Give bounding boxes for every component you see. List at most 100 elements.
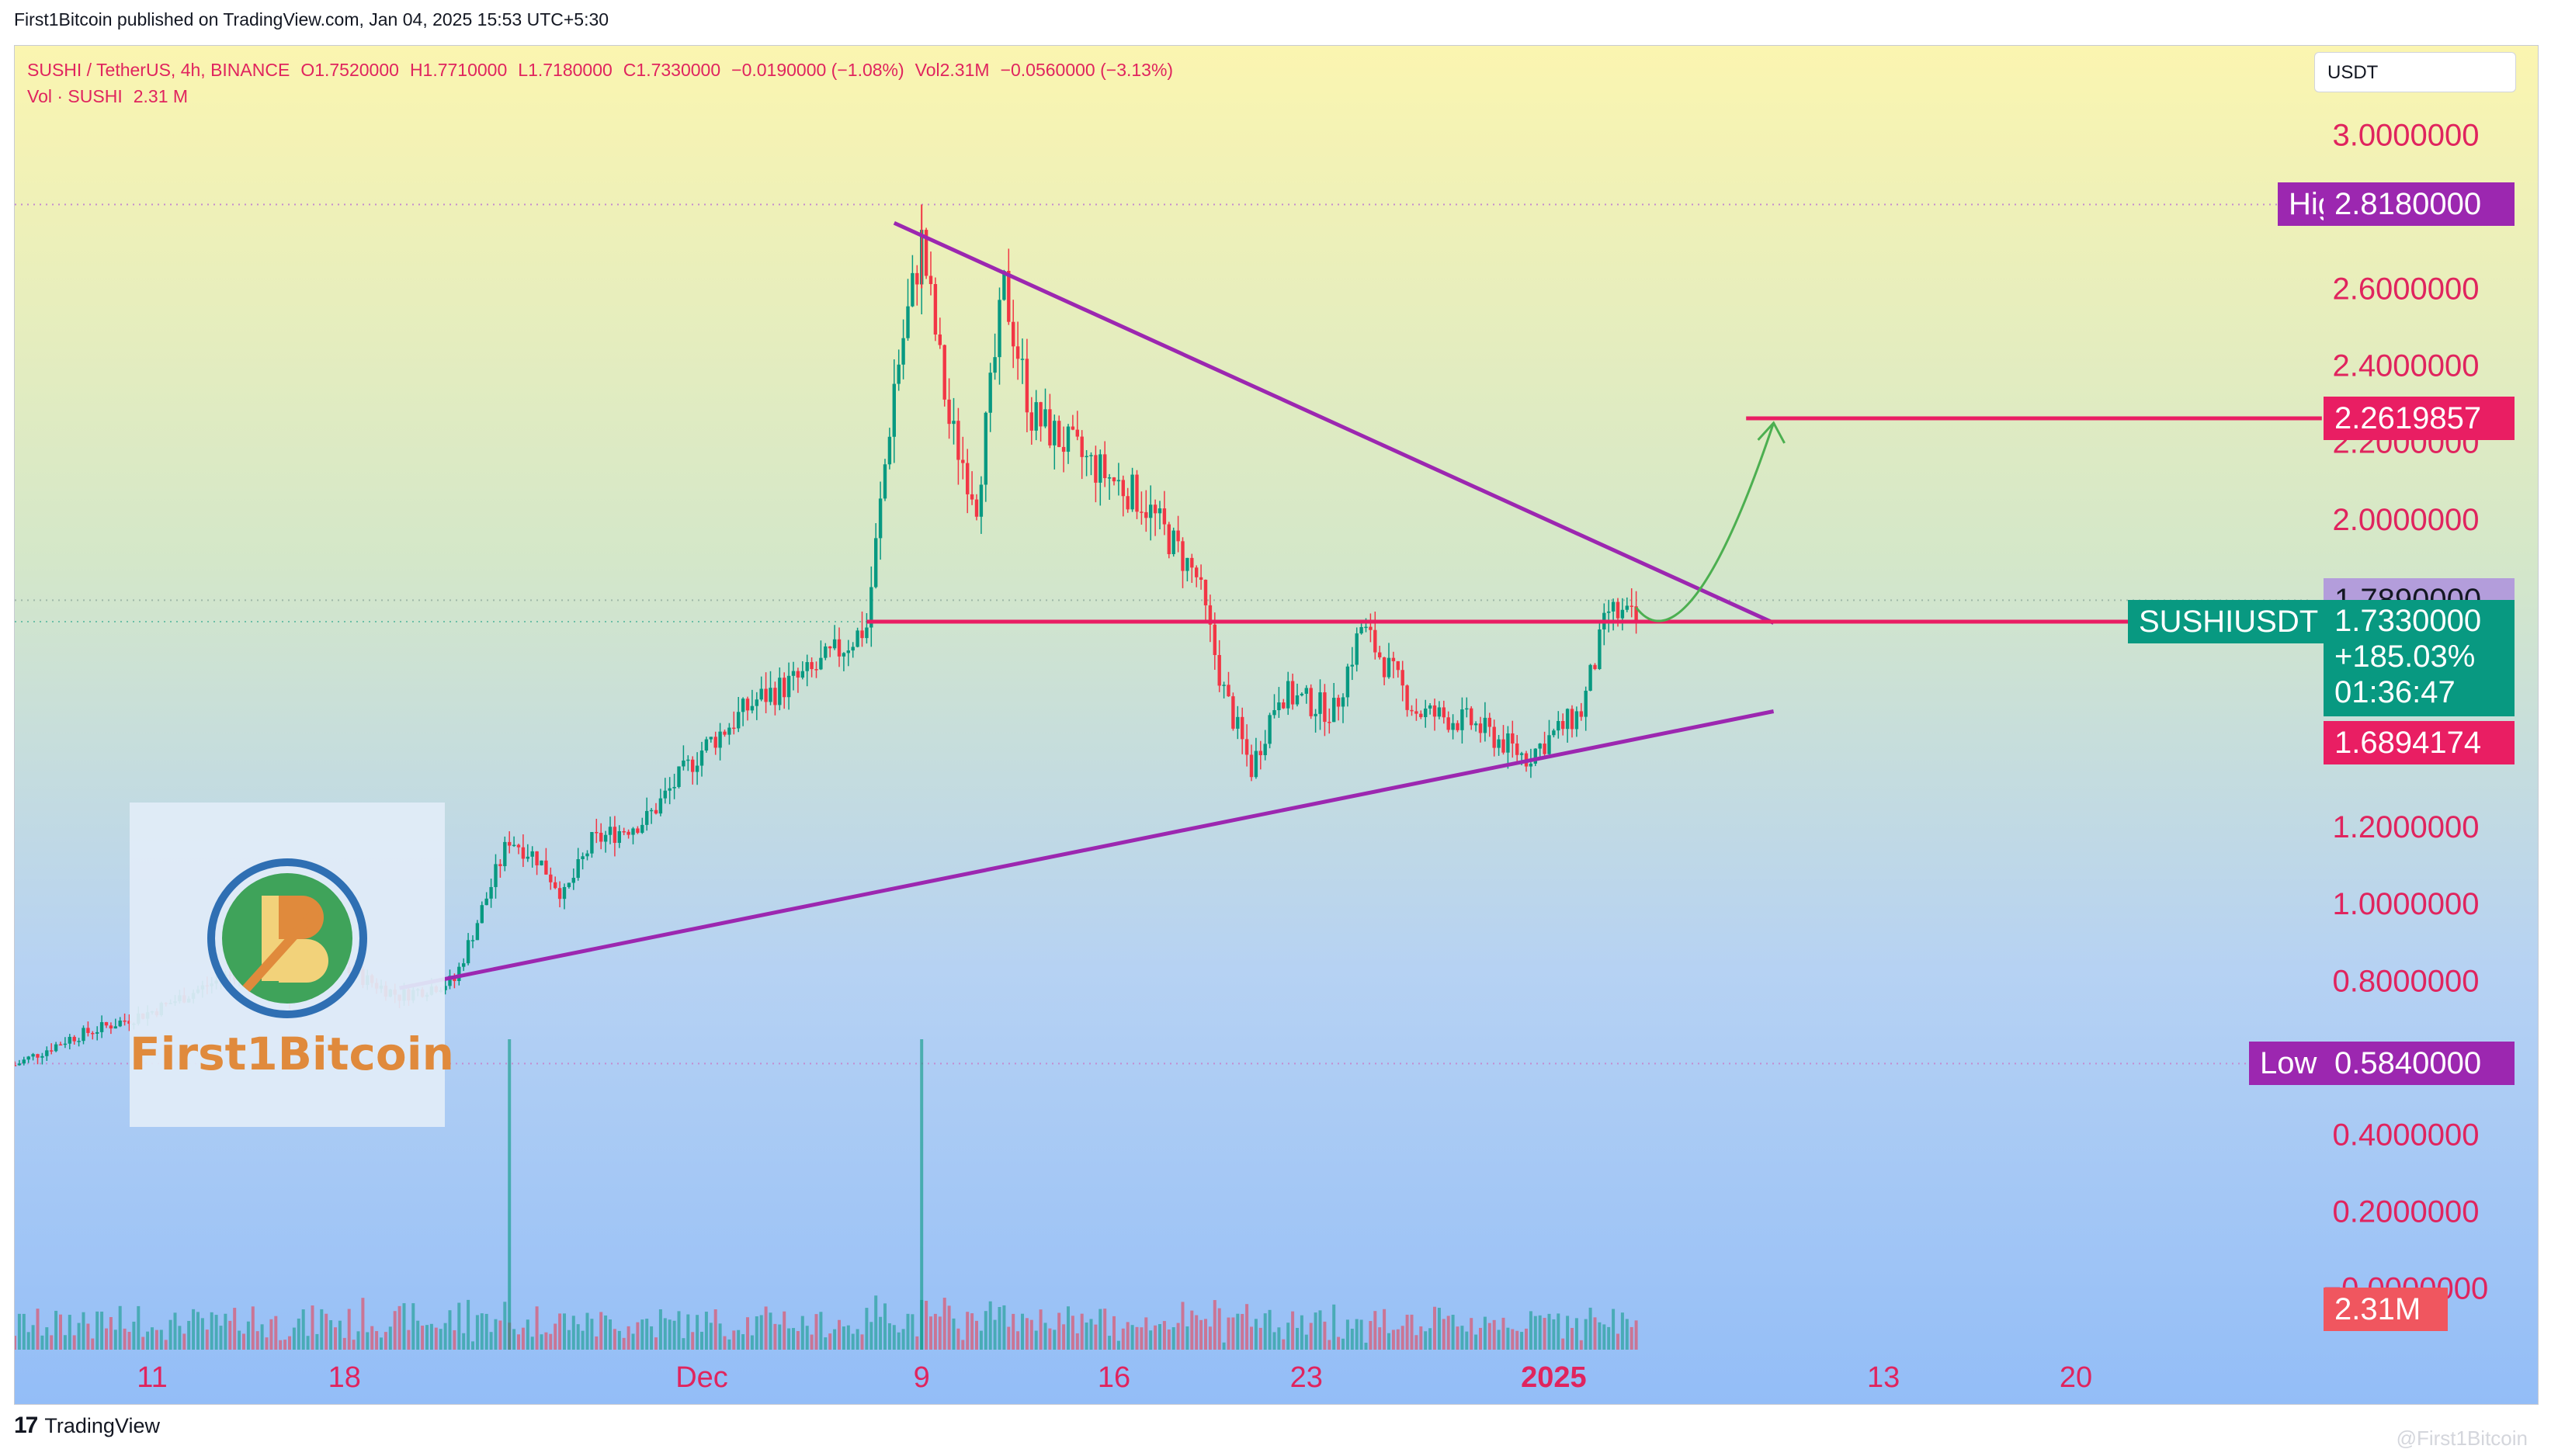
candle-body[interactable] bbox=[1053, 421, 1057, 445]
candle-body[interactable] bbox=[786, 675, 791, 698]
candle-body[interactable] bbox=[521, 847, 526, 859]
candle-body[interactable] bbox=[1241, 716, 1244, 740]
chart-svg[interactable]: 3.00000002.60000002.40000002.20000002.00… bbox=[15, 46, 2538, 1404]
candle-body[interactable] bbox=[1529, 763, 1533, 767]
candle-body[interactable] bbox=[557, 888, 562, 900]
candle-body[interactable] bbox=[99, 1021, 104, 1032]
candle-body[interactable] bbox=[1231, 696, 1235, 729]
candle-body[interactable] bbox=[17, 1063, 22, 1066]
candle-body[interactable] bbox=[1543, 744, 1546, 754]
candle-body[interactable] bbox=[40, 1056, 44, 1058]
candle-body[interactable] bbox=[540, 860, 543, 865]
candle-body[interactable] bbox=[1318, 692, 1322, 714]
candle-body[interactable] bbox=[769, 688, 772, 702]
candle-body[interactable] bbox=[1487, 717, 1491, 727]
candle-body[interactable] bbox=[883, 464, 887, 499]
candle-body[interactable] bbox=[1043, 409, 1047, 427]
candle-body[interactable] bbox=[956, 421, 960, 460]
candle-body[interactable] bbox=[1607, 611, 1611, 613]
candle-body[interactable] bbox=[1446, 717, 1450, 730]
candle-body[interactable] bbox=[68, 1036, 71, 1044]
candle-body[interactable] bbox=[1130, 474, 1134, 510]
candle-body[interactable] bbox=[118, 1020, 122, 1027]
candle-body[interactable] bbox=[966, 463, 970, 494]
candle-body[interactable] bbox=[778, 678, 782, 705]
candle-body[interactable] bbox=[1538, 744, 1542, 749]
candle-body[interactable] bbox=[1066, 426, 1071, 452]
candle-body[interactable] bbox=[1153, 504, 1157, 514]
candle-body[interactable] bbox=[617, 830, 621, 843]
candle-body[interactable] bbox=[535, 851, 539, 865]
candle-body[interactable] bbox=[1015, 346, 1020, 359]
candle-body[interactable] bbox=[50, 1050, 54, 1052]
candle-body[interactable] bbox=[998, 300, 1001, 358]
candle-body[interactable] bbox=[1396, 660, 1400, 671]
candle-body[interactable] bbox=[77, 1041, 81, 1042]
candle-body[interactable] bbox=[1519, 753, 1524, 755]
candle-body[interactable] bbox=[832, 639, 837, 649]
candle-body[interactable] bbox=[1071, 426, 1075, 430]
candle-body[interactable] bbox=[576, 858, 580, 879]
candle-body[interactable] bbox=[755, 699, 758, 706]
currency-button[interactable]: USDT bbox=[2314, 52, 2516, 92]
candle-body[interactable] bbox=[1089, 455, 1093, 456]
candle-body[interactable] bbox=[1364, 626, 1368, 629]
candle-body[interactable] bbox=[1227, 685, 1230, 697]
candle-body[interactable] bbox=[1584, 690, 1588, 717]
candle-body[interactable] bbox=[1460, 709, 1464, 730]
candle-body[interactable] bbox=[480, 905, 484, 924]
candle-body[interactable] bbox=[732, 727, 736, 730]
candle-body[interactable] bbox=[933, 284, 938, 335]
candle-body[interactable] bbox=[988, 373, 992, 413]
candle-body[interactable] bbox=[1598, 629, 1602, 670]
candle-body[interactable] bbox=[663, 790, 667, 799]
candle-body[interactable] bbox=[636, 828, 640, 834]
candle-body[interactable] bbox=[851, 647, 855, 651]
candle-body[interactable] bbox=[1135, 474, 1139, 512]
candle-body[interactable] bbox=[1355, 633, 1359, 665]
candle-body[interactable] bbox=[1625, 605, 1629, 610]
candle-body[interactable] bbox=[1034, 402, 1038, 431]
candle-body[interactable] bbox=[585, 853, 589, 857]
candle-body[interactable] bbox=[1057, 421, 1061, 447]
candle-body[interactable] bbox=[645, 810, 649, 825]
candle-body[interactable] bbox=[1190, 557, 1194, 568]
candle-body[interactable] bbox=[448, 976, 452, 986]
candle-body[interactable] bbox=[1387, 657, 1391, 678]
candle-body[interactable] bbox=[530, 851, 534, 857]
candle-body[interactable] bbox=[1295, 695, 1300, 705]
candle-body[interactable] bbox=[1012, 321, 1015, 347]
candle-body[interactable] bbox=[1414, 711, 1418, 714]
candle-body[interactable] bbox=[31, 1054, 35, 1057]
candle-body[interactable] bbox=[1378, 652, 1382, 657]
candle-body[interactable] bbox=[1547, 735, 1551, 754]
candle-body[interactable] bbox=[1290, 681, 1295, 705]
candle-body[interactable] bbox=[1432, 705, 1437, 717]
candle-body[interactable] bbox=[1203, 579, 1208, 605]
candle-body[interactable] bbox=[562, 886, 567, 900]
candle-body[interactable] bbox=[603, 834, 608, 842]
candle-body[interactable] bbox=[1483, 717, 1487, 733]
trendline-1[interactable] bbox=[399, 709, 1775, 990]
candle-body[interactable] bbox=[1620, 609, 1625, 619]
candle-body[interactable] bbox=[544, 860, 548, 875]
candle-body[interactable] bbox=[516, 844, 521, 848]
candle-body[interactable] bbox=[470, 940, 475, 941]
candle-body[interactable] bbox=[1185, 557, 1189, 571]
candle-body[interactable] bbox=[91, 1032, 95, 1035]
candle-body[interactable] bbox=[750, 705, 755, 711]
candle-body[interactable] bbox=[1382, 657, 1387, 678]
candle-body[interactable] bbox=[1533, 748, 1537, 764]
candle-body[interactable] bbox=[63, 1043, 68, 1045]
candle-body[interactable] bbox=[911, 272, 915, 307]
candle-body[interactable] bbox=[1442, 707, 1446, 718]
candle-body[interactable] bbox=[828, 646, 832, 649]
candle-body[interactable] bbox=[1611, 601, 1616, 612]
candle-body[interactable] bbox=[484, 898, 488, 906]
candle-body[interactable] bbox=[737, 712, 741, 729]
candle-body[interactable] bbox=[123, 1020, 127, 1022]
candle-body[interactable] bbox=[837, 639, 842, 657]
candle-body[interactable] bbox=[1424, 708, 1428, 717]
candle-body[interactable] bbox=[1410, 709, 1414, 712]
candle-body[interactable] bbox=[1085, 456, 1088, 458]
